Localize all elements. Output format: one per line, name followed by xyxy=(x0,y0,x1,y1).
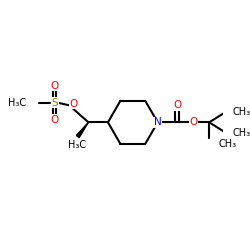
Text: O: O xyxy=(50,115,59,125)
Text: S: S xyxy=(51,98,58,108)
Text: O: O xyxy=(173,100,181,110)
Text: N: N xyxy=(154,117,162,127)
Text: O: O xyxy=(50,81,59,91)
Text: H₃C: H₃C xyxy=(8,98,26,108)
Polygon shape xyxy=(76,122,88,138)
Text: H₃C: H₃C xyxy=(68,140,86,150)
Text: CH₃: CH₃ xyxy=(232,128,250,138)
Text: CH₃: CH₃ xyxy=(218,139,236,149)
Text: O: O xyxy=(189,117,197,127)
Text: O: O xyxy=(69,99,78,109)
Text: CH₃: CH₃ xyxy=(232,107,250,117)
